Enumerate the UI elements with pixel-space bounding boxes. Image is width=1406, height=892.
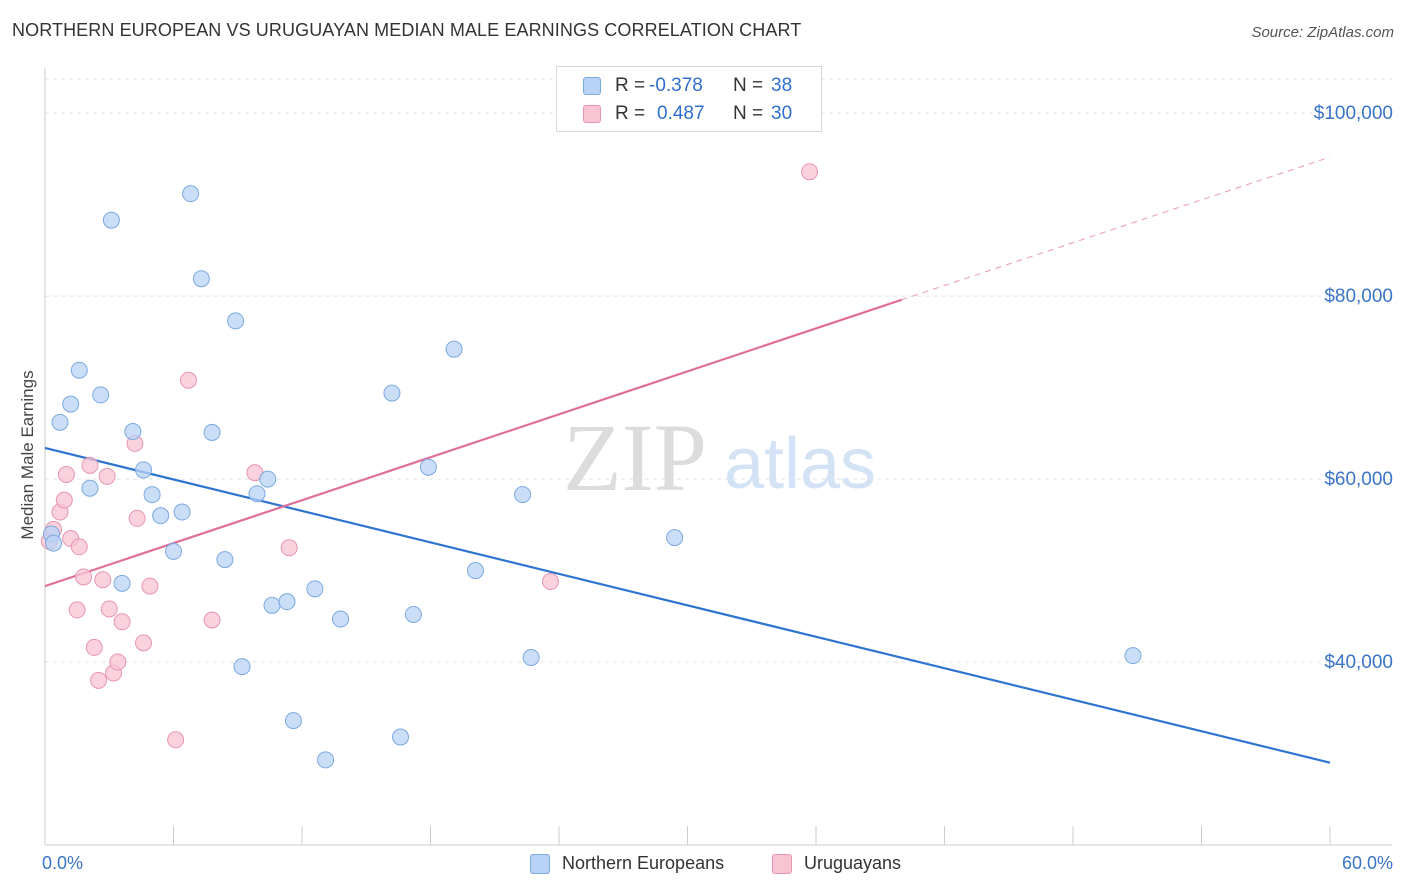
point-northern-europeans (514, 486, 532, 504)
tick-labels: $40,000 $60,000 $80,000 $100,000 0.0% 60.0% (42, 103, 1393, 873)
point-northern-europeans (419, 458, 437, 476)
point-uruguayans (98, 467, 116, 485)
stats-r-value: 0.487 (657, 103, 705, 124)
point-northern-europeans (135, 461, 153, 479)
x-tick-label: 60.0% (1342, 853, 1393, 873)
point-northern-europeans (173, 503, 191, 521)
point-uruguayans (68, 601, 86, 619)
point-northern-europeans (70, 361, 88, 379)
point-uruguayans (801, 163, 819, 181)
point-uruguayans (75, 568, 93, 586)
point-northern-europeans (92, 386, 110, 404)
grid-lines (45, 78, 1392, 663)
trend-line-uruguayans (44, 298, 903, 588)
point-northern-europeans (317, 751, 335, 769)
watermark-atlas: atlas (724, 424, 876, 504)
y-tick-label: $40,000 (1324, 652, 1393, 673)
stats-n-value: 30 (771, 103, 793, 124)
point-northern-europeans (227, 312, 245, 330)
stats-r-value: -0.378 (649, 75, 703, 96)
point-uruguayans (167, 731, 185, 749)
point-northern-europeans (143, 486, 161, 504)
point-northern-europeans (284, 712, 302, 730)
stats-r-label: R = (615, 75, 646, 96)
point-northern-europeans (192, 270, 210, 288)
point-uruguayans (90, 671, 108, 689)
point-northern-europeans (45, 534, 63, 552)
point-northern-europeans (203, 423, 221, 441)
point-uruguayans (280, 539, 298, 557)
point-northern-europeans (216, 551, 234, 569)
stats-row-northern-europeans: R = -0.378 N = 38 (557, 73, 821, 101)
point-northern-europeans (248, 485, 266, 503)
point-northern-europeans (113, 574, 131, 592)
point-uruguayans (128, 509, 146, 527)
point-northern-europeans (332, 610, 350, 628)
point-northern-europeans (522, 648, 540, 666)
source-credit: Source: ZipAtlas.com (1251, 24, 1394, 41)
point-northern-europeans (404, 605, 422, 623)
point-northern-europeans (51, 413, 69, 431)
chart-title: NORTHERN EUROPEAN VS URUGUAYAN MEDIAN MA… (12, 20, 802, 40)
point-uruguayans (100, 600, 118, 618)
point-uruguayans (113, 613, 131, 631)
point-northern-europeans (445, 340, 463, 358)
x-tick-label: 0.0% (42, 853, 83, 873)
trend-projection-uruguayans (901, 156, 1331, 301)
point-uruguayans (94, 571, 112, 589)
point-uruguayans (135, 634, 153, 652)
stats-swatch-pink (583, 105, 601, 123)
point-northern-europeans (152, 507, 170, 525)
point-uruguayans (85, 638, 103, 656)
point-northern-europeans (102, 211, 120, 229)
y-tick-label: $80,000 (1324, 286, 1393, 307)
stats-n-label: N = (733, 75, 764, 96)
point-uruguayans (55, 491, 73, 509)
stats-swatch-blue (583, 77, 601, 95)
stats-row-uruguayans: R = 0.487 N = 30 (557, 101, 821, 129)
stats-r-label: R = (615, 103, 646, 124)
point-northern-europeans (383, 384, 401, 402)
point-uruguayans (179, 371, 197, 389)
point-northern-europeans (466, 562, 484, 580)
watermark-zip: ZIP (563, 404, 707, 511)
point-northern-europeans (278, 593, 296, 611)
point-uruguayans (141, 577, 159, 595)
point-northern-europeans (392, 728, 410, 746)
point-uruguayans (109, 653, 127, 671)
y-tick-label: $100,000 (1314, 103, 1393, 124)
stats-box: R = -0.378 N = 38 R = 0.487 N = 30 (556, 66, 822, 132)
y-tick-label: $60,000 (1324, 469, 1393, 490)
legend-label: Uruguayans (804, 853, 902, 873)
point-northern-europeans (1124, 647, 1142, 665)
stats-n-value: 38 (771, 75, 793, 96)
watermark: ZIP atlas (563, 404, 876, 511)
point-northern-europeans (666, 529, 684, 547)
point-uruguayans (541, 573, 559, 591)
point-uruguayans (57, 466, 75, 484)
point-northern-europeans (124, 423, 142, 441)
point-northern-europeans (182, 185, 200, 203)
point-northern-europeans (233, 658, 251, 676)
point-uruguayans (203, 611, 221, 629)
point-uruguayans (70, 538, 88, 556)
point-northern-europeans (263, 596, 281, 614)
stats-n-label: N = (733, 103, 764, 124)
point-northern-europeans (81, 479, 99, 497)
data-points (40, 163, 1142, 769)
point-northern-europeans (165, 542, 182, 560)
legend-swatch-blue (530, 854, 550, 874)
legend-swatch-pink (772, 854, 792, 874)
legend-label: Northern Europeans (562, 853, 725, 873)
axes (44, 68, 1392, 846)
point-northern-europeans (306, 580, 324, 598)
point-northern-europeans (259, 470, 277, 488)
point-northern-europeans (62, 395, 80, 413)
point-uruguayans (81, 456, 99, 474)
